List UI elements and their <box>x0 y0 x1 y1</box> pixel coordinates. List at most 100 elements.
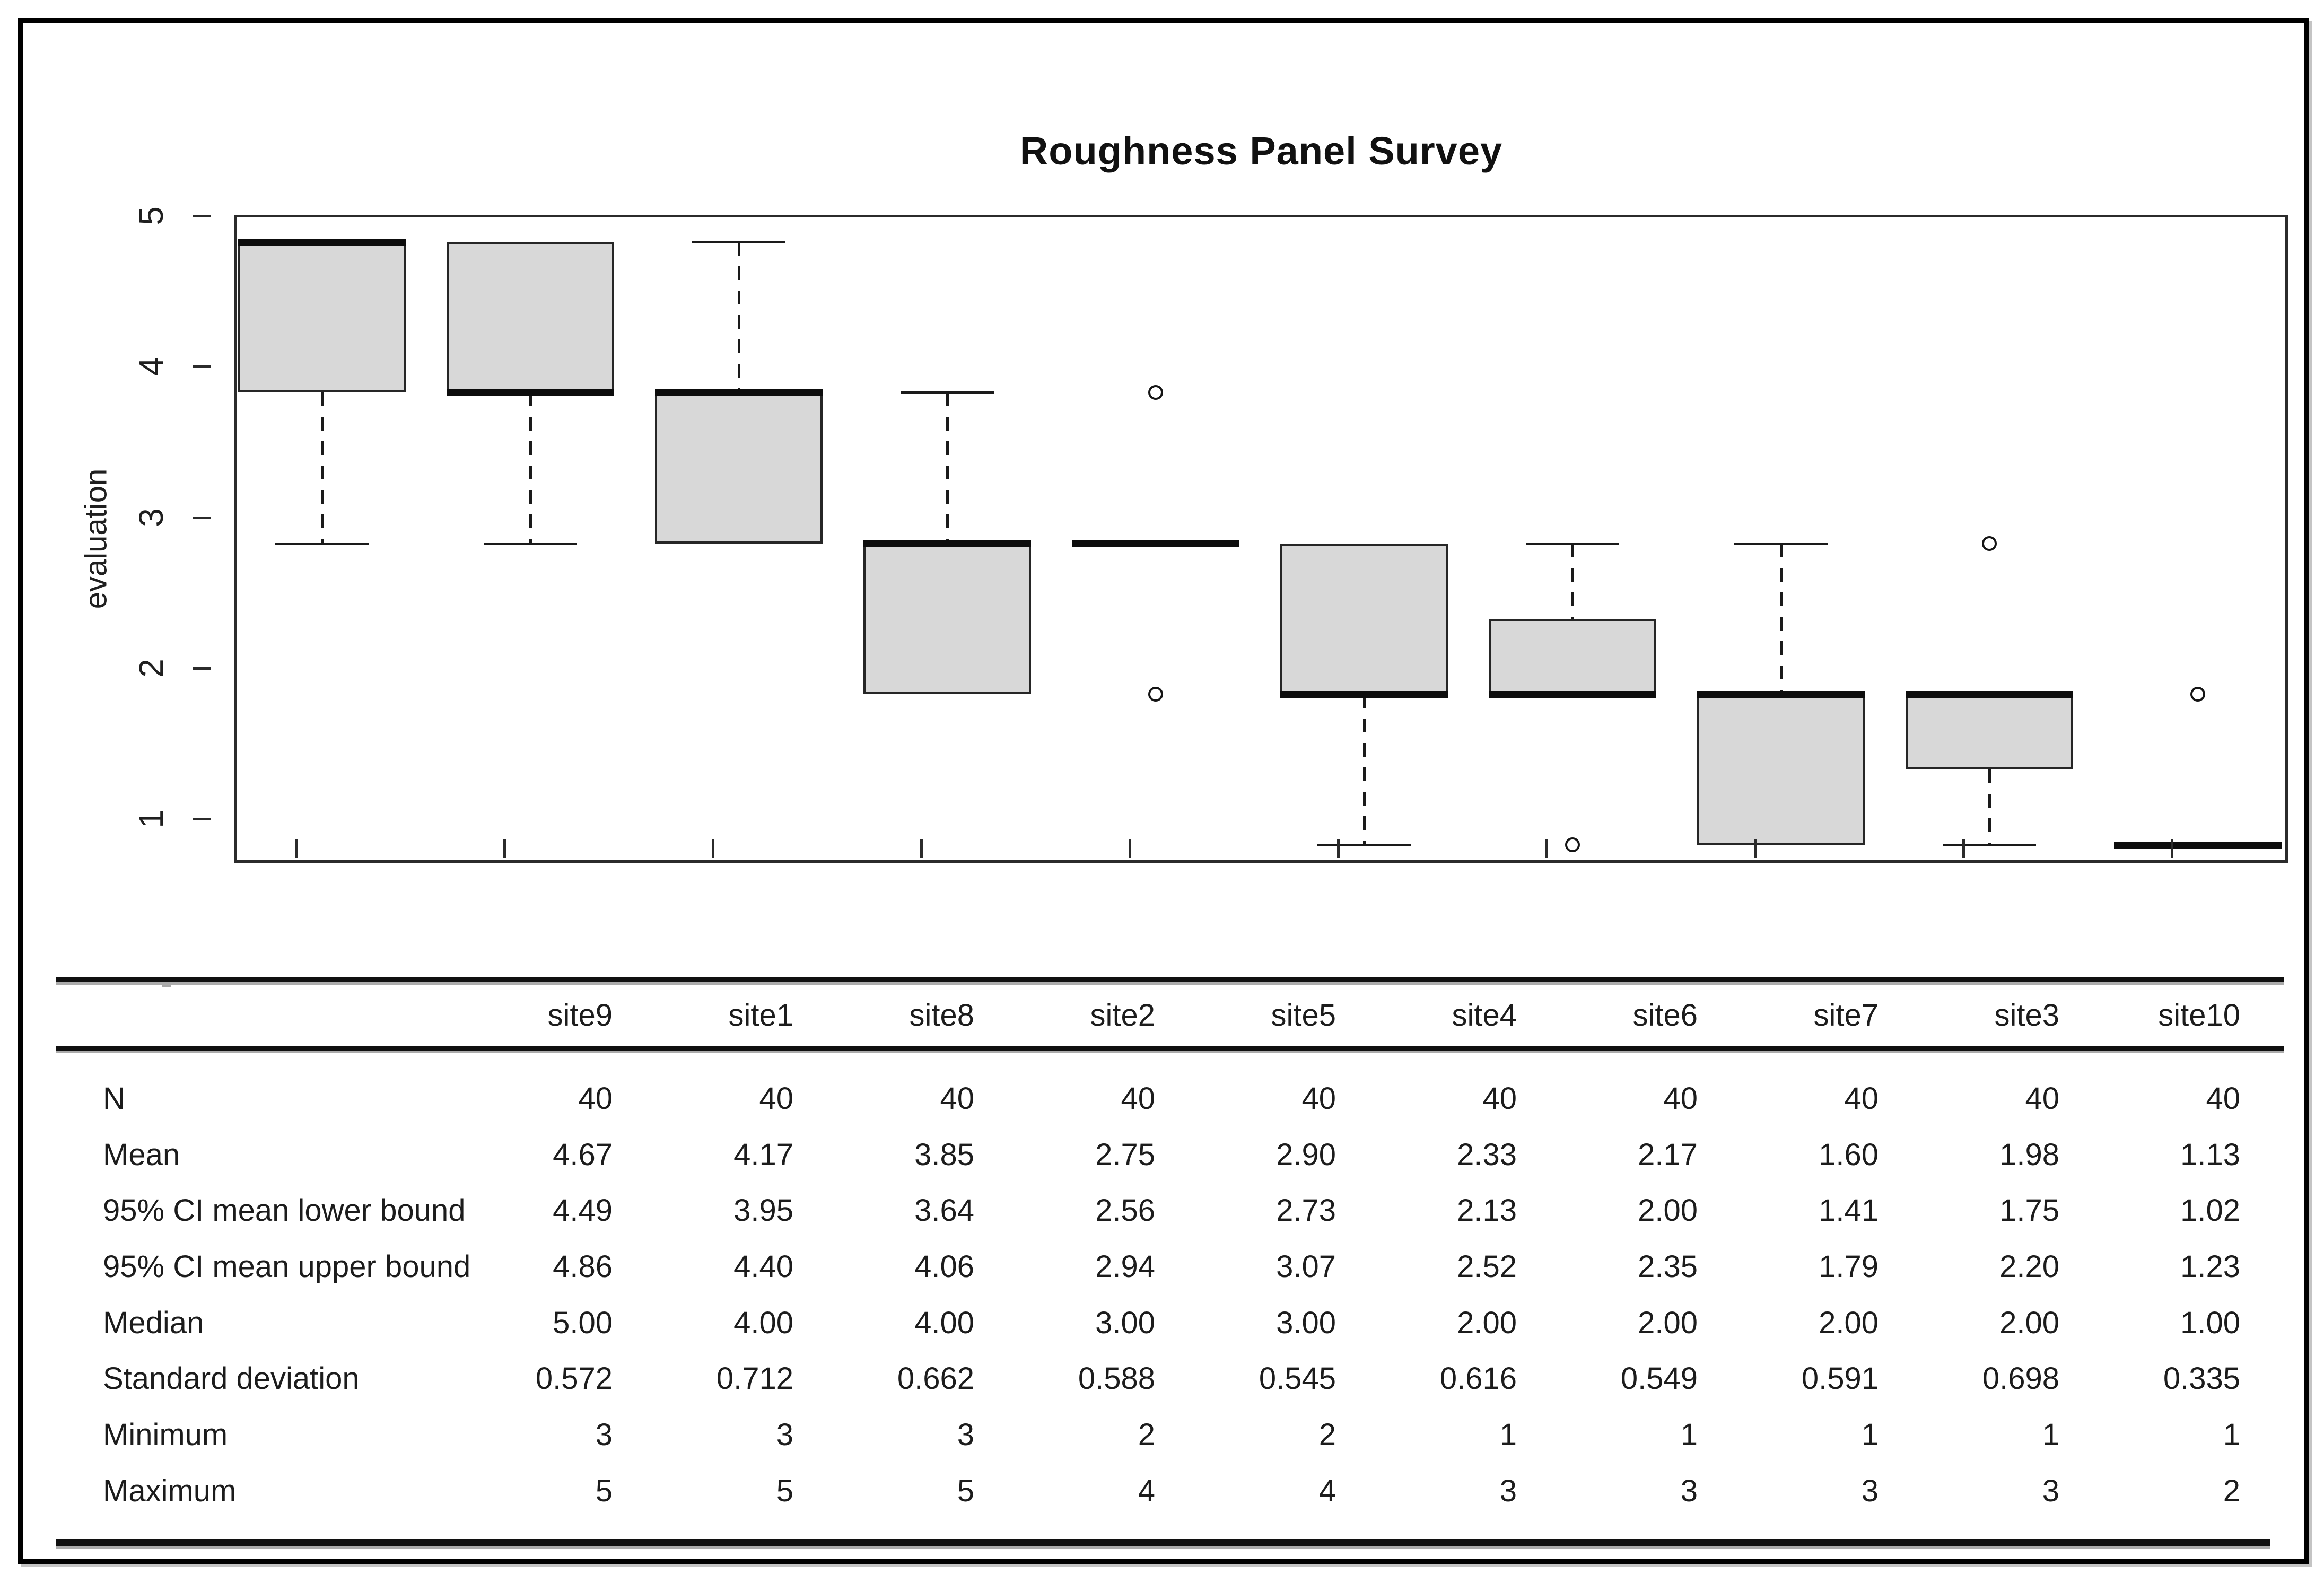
table-row: Mean 4.67 4.17 3.85 2.75 2.90 2.33 2.17 1.60 1.98… <box>23 1133 2324 1177</box>
column-header: site10 <box>2158 998 2240 1033</box>
lower-whisker-cap <box>1943 844 2036 846</box>
upper-whisker <box>1780 543 1783 694</box>
upper-whisker <box>738 242 740 393</box>
column-header: site2 <box>1090 998 1155 1033</box>
table-cell: 2.00 <box>1999 1306 2059 1340</box>
table-cell: 0.662 <box>897 1361 974 1396</box>
table-cell: 5 <box>776 1474 793 1508</box>
table-cell: 40 <box>940 1081 974 1116</box>
box <box>1489 618 1656 694</box>
table-header-row: site9 site1 site8 site2 site5 site4 site6 site7… <box>23 993 2324 1038</box>
table-cell: 3.95 <box>733 1193 793 1228</box>
table-cell: 2.52 <box>1457 1249 1517 1284</box>
table-cell: 3.00 <box>1095 1306 1155 1340</box>
table-cell: 0.549 <box>1620 1361 1698 1396</box>
table-cell: 2.33 <box>1457 1138 1517 1172</box>
table-cell: 0.616 <box>1439 1361 1517 1396</box>
row-label: 95% CI mean lower bound <box>103 1193 466 1228</box>
y-axis-tick <box>193 516 211 519</box>
outlier-point <box>2190 686 2205 702</box>
table-cell: 5.00 <box>553 1306 613 1340</box>
y-axis-tick <box>193 215 211 217</box>
table-row: Minimum 3 3 3 2 2 1 1 1 1 1 <box>23 1413 2324 1457</box>
lower-whisker <box>1363 694 1366 845</box>
x-axis-tick <box>1962 839 1965 858</box>
table-cell: 5 <box>595 1474 613 1508</box>
column-header: site7 <box>1813 998 1879 1033</box>
table-row: Maximum 5 5 5 4 4 3 3 3 3 2 <box>23 1469 2324 1514</box>
column-header: site1 <box>728 998 793 1033</box>
table-cell: 1 <box>1680 1418 1698 1452</box>
table-cell: 4.86 <box>553 1249 613 1284</box>
table-cell: 1 <box>2042 1418 2059 1452</box>
row-label: Standard deviation <box>103 1361 360 1396</box>
median-line <box>1489 690 1656 698</box>
table-cell: 1.13 <box>2180 1138 2240 1172</box>
median-line <box>1906 690 2073 698</box>
y-axis-tick <box>193 667 211 670</box>
y-axis-tick <box>193 818 211 820</box>
outlier-point <box>1148 686 1163 702</box>
x-axis-tick <box>503 839 506 858</box>
table-cell: 0.591 <box>1801 1361 1879 1396</box>
upper-whisker <box>946 392 949 544</box>
table-cell: 1.00 <box>2180 1306 2240 1340</box>
lower-whisker <box>321 392 324 544</box>
column-header: site8 <box>909 998 974 1033</box>
x-axis-tick <box>295 839 298 858</box>
row-label: N <box>103 1081 125 1116</box>
box <box>1697 694 1865 845</box>
table-cell: 4.49 <box>553 1193 613 1228</box>
x-axis-tick <box>2171 839 2173 858</box>
row-label: Maximum <box>103 1474 237 1508</box>
median-line <box>863 540 1031 547</box>
table-cell: 2.17 <box>1638 1138 1698 1172</box>
table-cell: 0.335 <box>2163 1361 2240 1396</box>
upper-whisker-cap <box>1526 542 1619 545</box>
box <box>238 242 406 393</box>
table-cell: 0.572 <box>535 1361 613 1396</box>
table-cell: 40 <box>1482 1081 1517 1116</box>
row-label: Minimum <box>103 1418 228 1452</box>
x-axis-tick <box>1754 839 1757 858</box>
median-line <box>2114 842 2282 849</box>
median-line <box>1280 690 1448 698</box>
table-cell: 2.75 <box>1095 1138 1155 1172</box>
table-cell: 1 <box>1499 1418 1517 1452</box>
upper-whisker-cap <box>692 241 785 243</box>
table-cell: 2.73 <box>1276 1193 1336 1228</box>
row-label: 95% CI mean upper bound <box>103 1249 471 1284</box>
outlier-point <box>1565 837 1580 852</box>
table-cell: 2.00 <box>1819 1306 1879 1340</box>
box <box>1906 694 2073 769</box>
table-row: N 40 40 40 40 40 40 40 40 40 40 <box>23 1077 2324 1121</box>
table-cell: 3 <box>776 1418 793 1452</box>
table-cell: 2.35 <box>1638 1249 1698 1284</box>
table-cell: 3 <box>595 1418 613 1452</box>
box <box>863 543 1031 694</box>
median-line <box>655 389 823 397</box>
table-cell: 0.588 <box>1078 1361 1155 1396</box>
y-axis-title: evaluation <box>78 468 113 609</box>
upper-whisker <box>1571 543 1574 619</box>
table-cell: 2.90 <box>1276 1138 1336 1172</box>
y-axis-tick-label: 5 <box>132 206 170 225</box>
table-header-rule <box>56 1046 2284 1051</box>
table-row: Median 5.00 4.00 4.00 3.00 3.00 2.00 2.00 2.00 2.… <box>23 1301 2324 1345</box>
median-line <box>238 239 406 246</box>
table-cell: 1.23 <box>2180 1249 2240 1284</box>
column-header: site4 <box>1452 998 1517 1033</box>
table-cell: 1 <box>2223 1418 2240 1452</box>
table-cell: 3 <box>1861 1474 1879 1508</box>
table-cell: 3 <box>957 1418 974 1452</box>
box <box>1280 543 1448 694</box>
table-cell: 2.13 <box>1457 1193 1517 1228</box>
table-cell: 4.17 <box>733 1138 793 1172</box>
table-cell: 1.79 <box>1819 1249 1879 1284</box>
table-cell: 2 <box>2223 1474 2240 1508</box>
table-cell: 3 <box>1680 1474 1698 1508</box>
row-label: Median <box>103 1306 204 1340</box>
table-cell: 2.00 <box>1638 1193 1698 1228</box>
